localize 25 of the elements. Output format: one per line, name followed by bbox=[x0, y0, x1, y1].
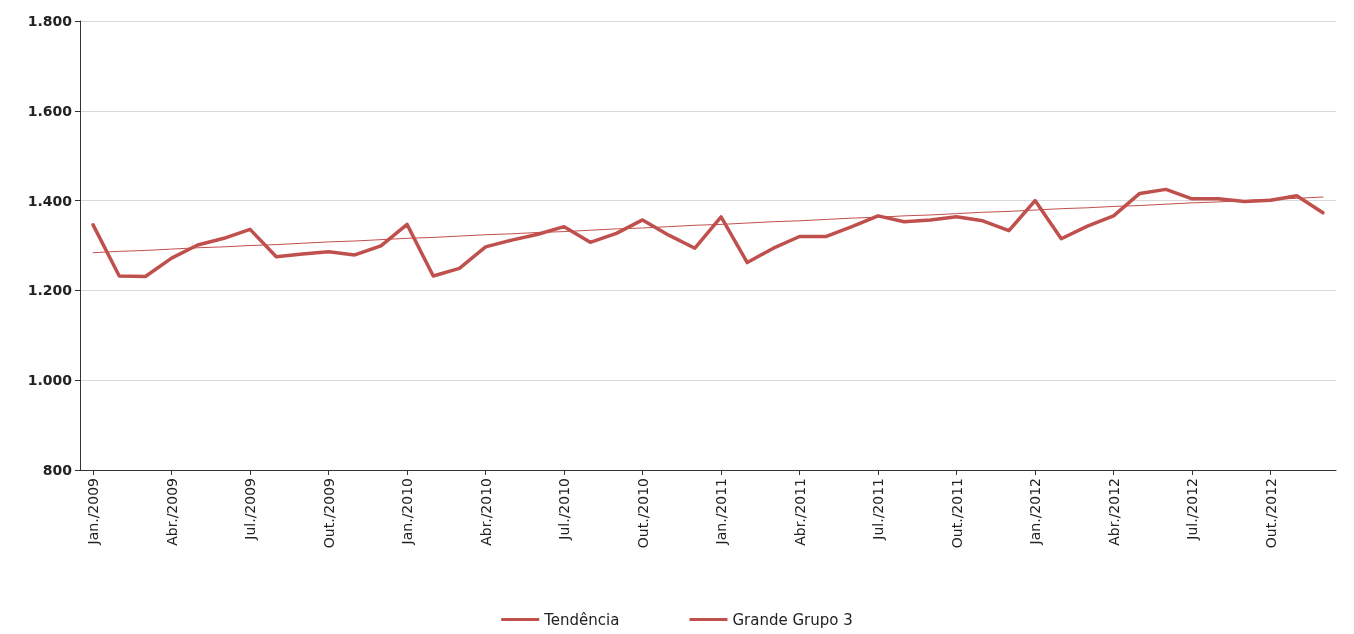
y-tick-label: 800 bbox=[42, 462, 73, 478]
x-tick-label: Jan./2012 bbox=[1027, 478, 1044, 546]
x-tick-label: Abr./2012 bbox=[1105, 478, 1122, 546]
x-tick-label: Jul./2012 bbox=[1184, 478, 1201, 541]
x-tick-label: Jan./2009 bbox=[85, 478, 102, 546]
x-tick-label: Jan./2011 bbox=[713, 478, 730, 546]
x-tick-label: Abr./2009 bbox=[163, 478, 180, 546]
legend-label: Tendência bbox=[543, 610, 620, 629]
line-series bbox=[91, 187, 1325, 279]
x-tick-label: Jan./2010 bbox=[399, 478, 416, 546]
x-tick-label: Abr./2011 bbox=[791, 478, 808, 546]
x-tick-label: Jul./2010 bbox=[556, 478, 573, 541]
x-tick-label: Abr./2010 bbox=[477, 478, 494, 546]
y-tick-label: 1.800 bbox=[27, 13, 73, 29]
x-tick-label: Out./2012 bbox=[1262, 478, 1279, 549]
y-tick-label: 1.200 bbox=[27, 282, 73, 299]
x-tick-label: Jul./2009 bbox=[242, 478, 259, 541]
x-tick-label: Out./2011 bbox=[948, 478, 965, 549]
x-tick-label: Out./2010 bbox=[634, 478, 651, 549]
y-tick-label: 1.600 bbox=[27, 102, 73, 119]
x-tick-label: Out./2009 bbox=[320, 478, 337, 549]
x-tick-label: Jul./2011 bbox=[870, 478, 887, 541]
y-tick-label: 1.400 bbox=[27, 192, 73, 209]
y-tick-label: 1.000 bbox=[27, 372, 73, 389]
legend-label: Grande Grupo 3 bbox=[732, 610, 853, 629]
